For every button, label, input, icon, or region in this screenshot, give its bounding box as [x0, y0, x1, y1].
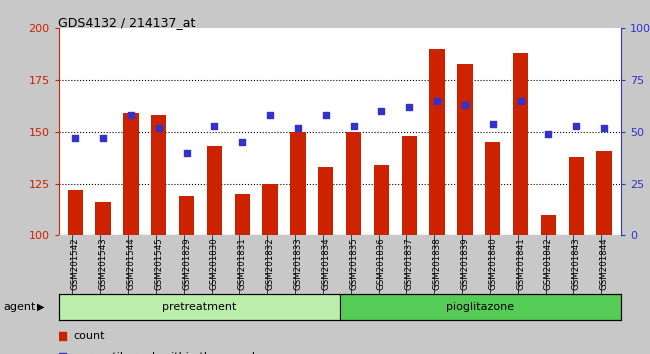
Bar	[179, 196, 194, 235]
Text: GSM201835: GSM201835	[349, 237, 358, 290]
Text: GSM201842: GSM201842	[544, 237, 553, 290]
Text: GSM201834: GSM201834	[321, 237, 330, 290]
Text: GSM201830: GSM201830	[210, 237, 219, 290]
Bar	[58, 294, 339, 320]
Bar	[263, 184, 278, 235]
Bar	[318, 167, 333, 235]
Text: GSM201542: GSM201542	[71, 237, 80, 290]
Point	[153, 125, 164, 131]
Text: GSM201838: GSM201838	[432, 237, 441, 290]
Text: GSM201837: GSM201837	[405, 237, 413, 290]
Point	[432, 98, 442, 104]
Text: GSM201829: GSM201829	[182, 237, 191, 290]
Point	[209, 123, 220, 129]
Point	[57, 333, 67, 339]
Point	[265, 113, 275, 118]
Text: GDS4132 / 214137_at: GDS4132 / 214137_at	[58, 16, 196, 29]
Bar	[339, 294, 621, 320]
Bar	[569, 157, 584, 235]
Point	[181, 150, 192, 155]
Point	[320, 113, 331, 118]
Text: GSM201844: GSM201844	[599, 237, 608, 290]
Text: GSM201543: GSM201543	[99, 237, 107, 290]
Text: GSM201833: GSM201833	[293, 237, 302, 290]
Bar	[68, 190, 83, 235]
Bar	[346, 132, 361, 235]
Bar	[513, 53, 528, 235]
Text: pioglitazone: pioglitazone	[446, 302, 514, 312]
Bar	[485, 142, 500, 235]
Text: ▶: ▶	[37, 302, 45, 312]
Text: GSM201544: GSM201544	[126, 237, 135, 290]
Point	[98, 135, 109, 141]
Bar	[207, 146, 222, 235]
Text: GSM201836: GSM201836	[377, 237, 386, 290]
Point	[125, 113, 136, 118]
Text: GSM201831: GSM201831	[238, 237, 247, 290]
Bar	[374, 165, 389, 235]
Bar	[457, 63, 473, 235]
Text: GSM201839: GSM201839	[460, 237, 469, 290]
Point	[599, 125, 609, 131]
Text: count: count	[73, 331, 105, 341]
Text: GSM201545: GSM201545	[154, 237, 163, 290]
Bar	[290, 132, 305, 235]
Bar	[597, 150, 612, 235]
Text: agent: agent	[3, 302, 36, 312]
Point	[488, 121, 498, 126]
Bar	[124, 113, 138, 235]
Bar	[151, 115, 166, 235]
Point	[460, 102, 470, 108]
Text: GSM201841: GSM201841	[516, 237, 525, 290]
Point	[237, 139, 248, 145]
Bar	[235, 194, 250, 235]
Point	[571, 123, 581, 129]
Bar	[96, 202, 111, 235]
Point	[376, 108, 387, 114]
Text: GSM201843: GSM201843	[572, 237, 580, 290]
Point	[348, 123, 359, 129]
Text: percentile rank within the sample: percentile rank within the sample	[73, 352, 261, 354]
Bar	[402, 136, 417, 235]
Point	[292, 125, 303, 131]
Point	[404, 104, 415, 110]
Point	[515, 98, 526, 104]
Point	[543, 131, 554, 137]
Bar	[430, 49, 445, 235]
Text: GSM201840: GSM201840	[488, 237, 497, 290]
Bar	[541, 215, 556, 235]
Text: pretreatment: pretreatment	[162, 302, 236, 312]
Text: GSM201832: GSM201832	[266, 237, 274, 290]
Point	[70, 135, 81, 141]
